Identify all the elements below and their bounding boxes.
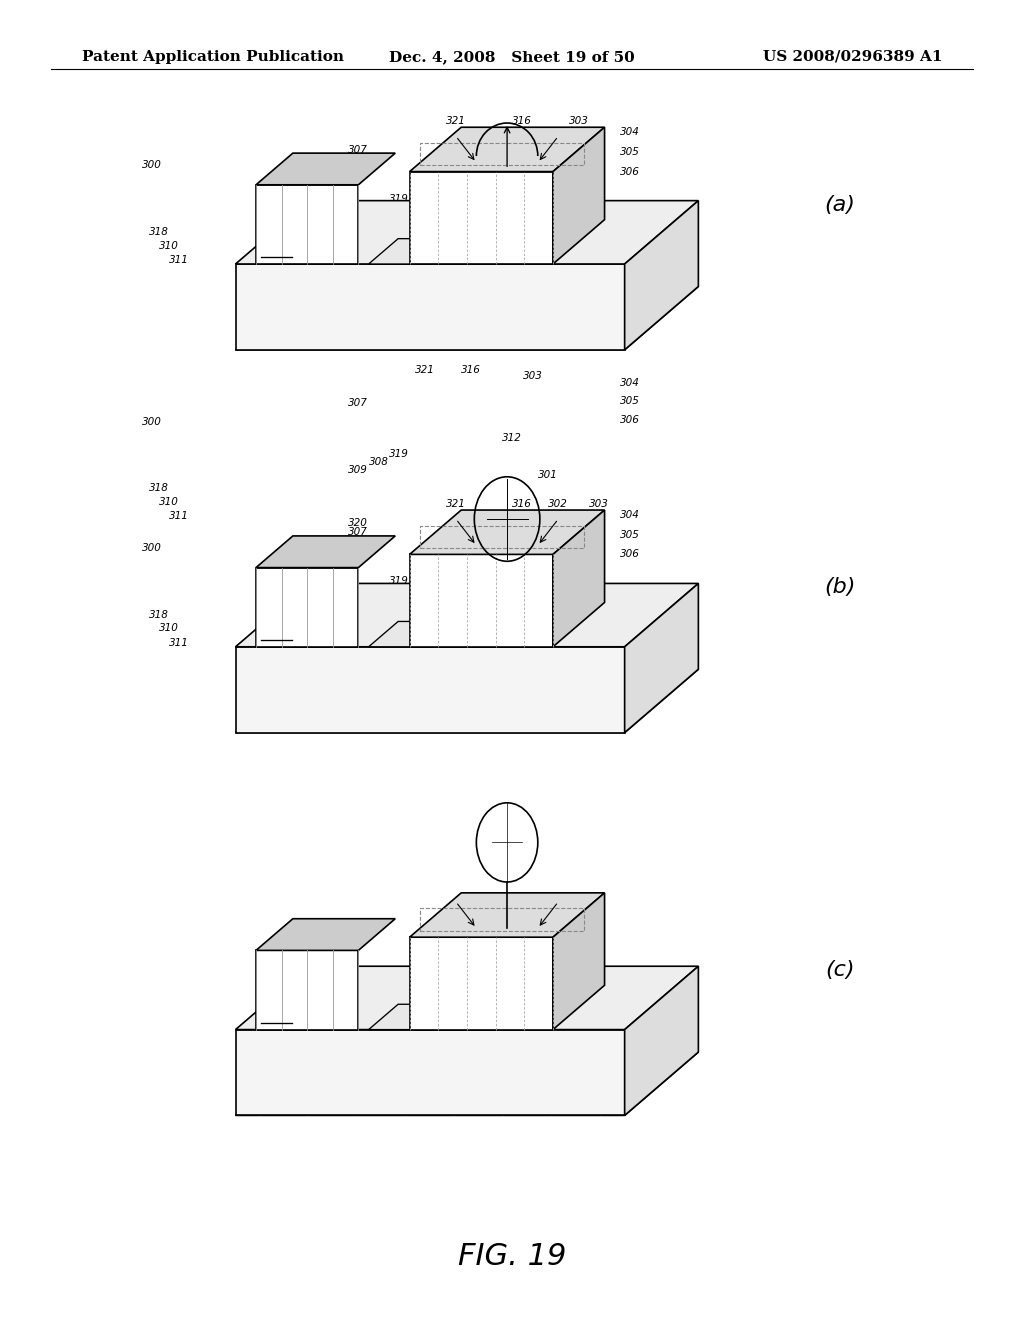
Text: 308: 308 — [369, 201, 389, 211]
Text: Patent Application Publication: Patent Application Publication — [82, 50, 344, 63]
Text: 301: 301 — [538, 213, 558, 223]
Polygon shape — [369, 622, 521, 647]
Text: 311: 311 — [169, 511, 189, 521]
Text: 320: 320 — [348, 644, 369, 655]
Polygon shape — [625, 583, 698, 733]
Text: 320: 320 — [348, 261, 369, 272]
Polygon shape — [236, 1030, 625, 1115]
Bar — [420, 525, 584, 548]
Text: 305: 305 — [620, 147, 640, 157]
Polygon shape — [256, 153, 395, 185]
Polygon shape — [410, 892, 604, 937]
Polygon shape — [369, 239, 521, 264]
Text: 304: 304 — [620, 127, 640, 137]
Text: 302: 302 — [548, 499, 568, 510]
Text: 300: 300 — [141, 160, 162, 170]
Polygon shape — [256, 919, 395, 950]
Text: 310: 310 — [159, 496, 179, 507]
Text: 321: 321 — [445, 499, 466, 510]
Text: 301: 301 — [538, 595, 558, 606]
Polygon shape — [236, 1052, 698, 1115]
Text: 316: 316 — [512, 116, 532, 127]
Polygon shape — [236, 286, 698, 350]
Text: 317: 317 — [568, 338, 589, 348]
Text: 310: 310 — [159, 240, 179, 251]
Text: 318: 318 — [148, 610, 169, 620]
Text: 321: 321 — [445, 116, 466, 127]
Polygon shape — [236, 966, 698, 1030]
Text: 301: 301 — [538, 470, 558, 480]
Text: 304: 304 — [620, 378, 640, 388]
Text: 319: 319 — [389, 449, 410, 459]
Text: 318: 318 — [148, 227, 169, 238]
Bar — [420, 143, 584, 165]
Polygon shape — [236, 669, 698, 733]
Polygon shape — [256, 536, 395, 568]
Text: 316: 316 — [461, 364, 481, 375]
Text: 318: 318 — [148, 483, 169, 494]
Text: US 2008/0296389 A1: US 2008/0296389 A1 — [763, 50, 942, 63]
Polygon shape — [410, 172, 553, 264]
Polygon shape — [410, 937, 553, 1030]
Polygon shape — [256, 185, 358, 264]
Text: FIG. 19: FIG. 19 — [458, 1242, 566, 1271]
Text: (a): (a) — [824, 194, 855, 215]
Text: 312: 312 — [502, 177, 522, 187]
Text: (c): (c) — [825, 960, 854, 981]
Text: 309: 309 — [348, 465, 369, 475]
Polygon shape — [256, 950, 358, 1030]
Text: 306: 306 — [620, 166, 640, 177]
Text: 308: 308 — [369, 583, 389, 594]
Polygon shape — [410, 510, 604, 554]
Polygon shape — [625, 966, 698, 1115]
Polygon shape — [553, 510, 604, 647]
Text: 319: 319 — [389, 194, 410, 205]
Text: 311: 311 — [169, 255, 189, 265]
Text: 316: 316 — [512, 499, 532, 510]
Text: 307: 307 — [348, 145, 369, 156]
Polygon shape — [625, 201, 698, 350]
Polygon shape — [553, 892, 604, 1030]
Polygon shape — [410, 554, 553, 647]
Polygon shape — [553, 127, 604, 264]
Polygon shape — [236, 264, 625, 350]
Text: 307: 307 — [348, 397, 369, 408]
Bar — [420, 908, 584, 931]
Text: 305: 305 — [620, 396, 640, 407]
Text: 308: 308 — [369, 457, 389, 467]
Text: 307: 307 — [348, 527, 369, 537]
Polygon shape — [236, 647, 625, 733]
Text: 310: 310 — [159, 623, 179, 634]
Text: Dec. 4, 2008   Sheet 19 of 50: Dec. 4, 2008 Sheet 19 of 50 — [389, 50, 635, 63]
Text: 305: 305 — [620, 529, 640, 540]
Text: 300: 300 — [141, 543, 162, 553]
Text: 321: 321 — [415, 364, 435, 375]
Text: 320: 320 — [348, 517, 369, 528]
Polygon shape — [256, 568, 358, 647]
Polygon shape — [369, 1005, 521, 1030]
Text: 306: 306 — [620, 549, 640, 560]
Text: 303: 303 — [589, 499, 609, 510]
Text: (b): (b) — [824, 577, 855, 598]
Text: 319: 319 — [389, 576, 410, 586]
Polygon shape — [236, 583, 698, 647]
Text: 312: 312 — [502, 560, 522, 570]
Text: 304: 304 — [620, 510, 640, 520]
Text: 309: 309 — [348, 209, 369, 219]
Polygon shape — [410, 127, 604, 172]
Text: 309: 309 — [348, 591, 369, 602]
Text: 306: 306 — [620, 414, 640, 425]
Text: 303: 303 — [522, 371, 543, 381]
Text: 303: 303 — [568, 116, 589, 127]
Polygon shape — [236, 201, 698, 264]
Text: 312: 312 — [502, 433, 522, 444]
Text: 300: 300 — [141, 417, 162, 428]
Text: 311: 311 — [169, 638, 189, 648]
